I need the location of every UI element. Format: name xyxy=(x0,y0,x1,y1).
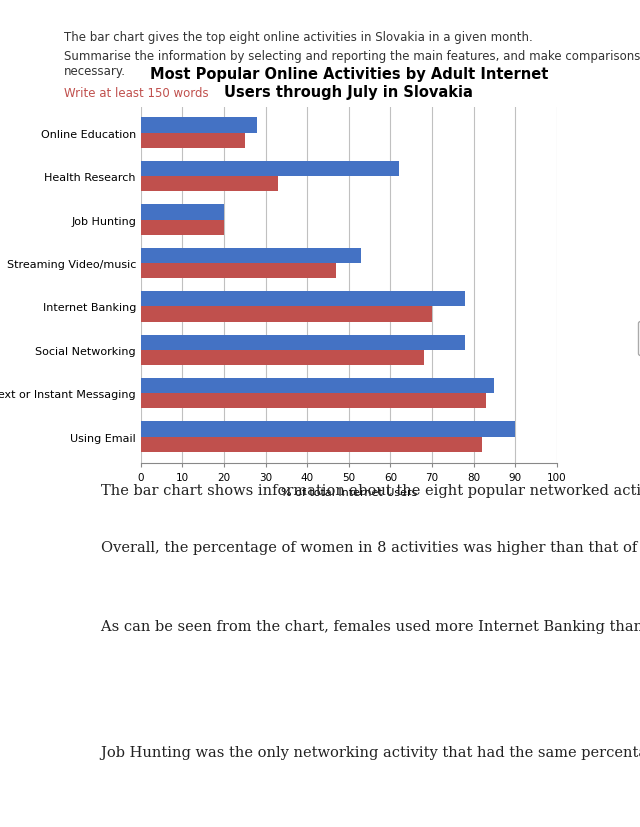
Title: Most Popular Online Activities by Adult Internet
Users through July in Slovakia: Most Popular Online Activities by Adult … xyxy=(150,67,548,99)
Bar xyxy=(141,292,465,307)
Text: The bar chart shows information about the eight popular networked activities by : The bar chart shows information about th… xyxy=(64,484,640,498)
Bar xyxy=(141,437,482,452)
X-axis label: % of total Internet Users: % of total Internet Users xyxy=(280,488,417,498)
Bar xyxy=(141,133,245,149)
Bar xyxy=(141,379,494,394)
Bar xyxy=(141,118,257,133)
Bar xyxy=(141,248,361,264)
Text: As can be seen from the chart, females used more Internet Banking than males did: As can be seen from the chart, females u… xyxy=(64,619,640,633)
Text: The bar chart gives the top eight online activities in Slovakia in a given month: The bar chart gives the top eight online… xyxy=(64,31,532,45)
Text: Write at least 150 words: Write at least 150 words xyxy=(64,87,209,100)
Bar xyxy=(141,351,424,366)
Text: Overall, the percentage of women in 8 activities was higher than that of men. Wh: Overall, the percentage of women in 8 ac… xyxy=(64,540,640,554)
Bar xyxy=(141,335,465,351)
Legend: Females, Males: Females, Males xyxy=(637,322,640,356)
Bar xyxy=(141,220,224,236)
Bar xyxy=(141,177,278,192)
Text: Job Hunting was the only networking activity that had the same percentage in mal: Job Hunting was the only networking acti… xyxy=(64,745,640,759)
Bar xyxy=(141,205,224,220)
Bar xyxy=(141,394,486,409)
Bar xyxy=(141,162,399,177)
Bar xyxy=(141,264,337,279)
Bar xyxy=(141,422,515,437)
Text: Summarise the information by selecting and reporting the main features, and make: Summarise the information by selecting a… xyxy=(64,50,640,78)
Bar xyxy=(141,307,432,323)
